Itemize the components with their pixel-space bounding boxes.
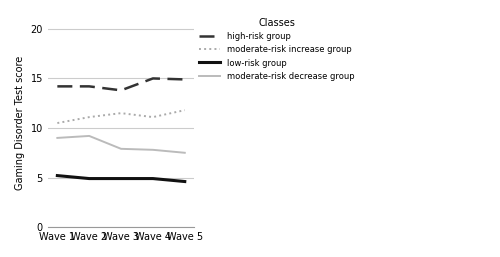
low-risk group <box>54 174 60 177</box>
low-risk group <box>182 180 188 183</box>
moderate-risk decrease group <box>86 134 92 137</box>
moderate-risk increase group <box>118 112 124 115</box>
moderate-risk increase group <box>150 116 156 119</box>
high-risk group <box>182 78 188 81</box>
low-risk group <box>118 177 124 180</box>
low-risk group <box>150 177 156 180</box>
high-risk group <box>86 85 92 88</box>
high-risk group <box>54 85 60 88</box>
moderate-risk increase group <box>182 109 188 112</box>
moderate-risk increase group <box>86 116 92 119</box>
Line: moderate-risk increase group: moderate-risk increase group <box>58 110 185 123</box>
moderate-risk decrease group <box>150 148 156 151</box>
high-risk group <box>118 89 124 92</box>
Line: low-risk group: low-risk group <box>58 176 185 181</box>
moderate-risk increase group <box>54 122 60 125</box>
low-risk group <box>86 177 92 180</box>
Line: high-risk group: high-risk group <box>58 78 185 90</box>
Y-axis label: Gaming Disorder Test score: Gaming Disorder Test score <box>15 56 25 190</box>
moderate-risk decrease group <box>118 147 124 150</box>
moderate-risk decrease group <box>182 151 188 154</box>
moderate-risk decrease group <box>54 136 60 140</box>
Legend: high-risk group, moderate-risk increase group, low-risk group, moderate-risk dec: high-risk group, moderate-risk increase … <box>196 15 358 84</box>
Line: moderate-risk decrease group: moderate-risk decrease group <box>58 136 185 153</box>
high-risk group <box>150 77 156 80</box>
